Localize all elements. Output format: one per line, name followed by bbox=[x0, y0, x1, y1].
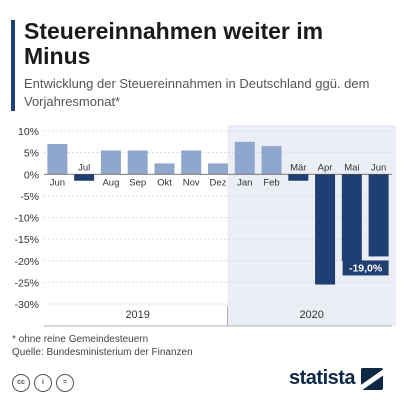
bar bbox=[74, 174, 95, 181]
x-category-label: Feb bbox=[263, 177, 279, 188]
statista-logo-icon bbox=[361, 367, 384, 390]
bar bbox=[154, 163, 175, 175]
x-category-label: Jun bbox=[371, 162, 386, 173]
x-category-label: Jul bbox=[78, 162, 90, 173]
license-icons: cc i = bbox=[12, 374, 74, 392]
source-note: Quelle: Bundesministerium der Finanzen bbox=[12, 347, 193, 358]
bar bbox=[368, 174, 389, 257]
y-tick-label: 10% bbox=[18, 126, 39, 138]
y-tick-label: -15% bbox=[14, 234, 39, 246]
bar bbox=[315, 174, 336, 285]
x-category-label: Okt bbox=[157, 177, 172, 188]
bar bbox=[181, 150, 202, 175]
x-category-label: Nov bbox=[183, 177, 200, 188]
y-tick-label: 5% bbox=[24, 148, 39, 160]
bar bbox=[47, 143, 68, 175]
x-category-label: Dez bbox=[210, 177, 227, 188]
year-2020-highlight-band bbox=[227, 125, 396, 326]
by-icon[interactable]: i bbox=[34, 374, 52, 392]
y-tick-label: -20% bbox=[14, 256, 39, 268]
year-label: 2019 bbox=[125, 309, 149, 321]
nd-icon[interactable]: = bbox=[56, 374, 74, 392]
x-category-label: Aug bbox=[102, 177, 119, 188]
x-category-label: Jun bbox=[50, 177, 65, 188]
chart-subtitle: Entwicklung der Steuereinnahmen in Deuts… bbox=[24, 76, 370, 109]
brand-name: statista bbox=[289, 367, 356, 389]
cc-icon[interactable]: cc bbox=[12, 374, 30, 392]
bar bbox=[208, 163, 228, 175]
x-category-label: Sep bbox=[129, 177, 146, 188]
bar bbox=[341, 174, 362, 261]
y-tick-label: -30% bbox=[14, 299, 39, 311]
bar bbox=[261, 146, 282, 175]
y-tick-label: -25% bbox=[14, 277, 39, 289]
y-tick-label: 0% bbox=[24, 169, 39, 181]
y-tick-label: -5% bbox=[20, 191, 39, 203]
y-tick-label: -10% bbox=[14, 213, 39, 225]
annotation-label: -19,0% bbox=[349, 262, 383, 274]
x-category-label: Mär bbox=[290, 162, 306, 173]
x-category-label: Jan bbox=[237, 177, 252, 188]
x-category-label: Apr bbox=[318, 162, 333, 173]
x-category-label: Mai bbox=[344, 162, 359, 173]
chart-title: Steuereinnahmen weiter im Minus bbox=[24, 18, 324, 69]
annotation-box bbox=[342, 260, 389, 276]
statista-brand[interactable]: statista bbox=[289, 367, 384, 390]
bar bbox=[288, 174, 309, 181]
bar bbox=[127, 150, 148, 175]
title-accent-bar bbox=[11, 20, 15, 111]
bar bbox=[100, 150, 121, 175]
footnote: * ohne reine Gemeindesteuern bbox=[12, 334, 149, 345]
bar bbox=[234, 141, 255, 175]
year-label: 2020 bbox=[299, 309, 323, 321]
